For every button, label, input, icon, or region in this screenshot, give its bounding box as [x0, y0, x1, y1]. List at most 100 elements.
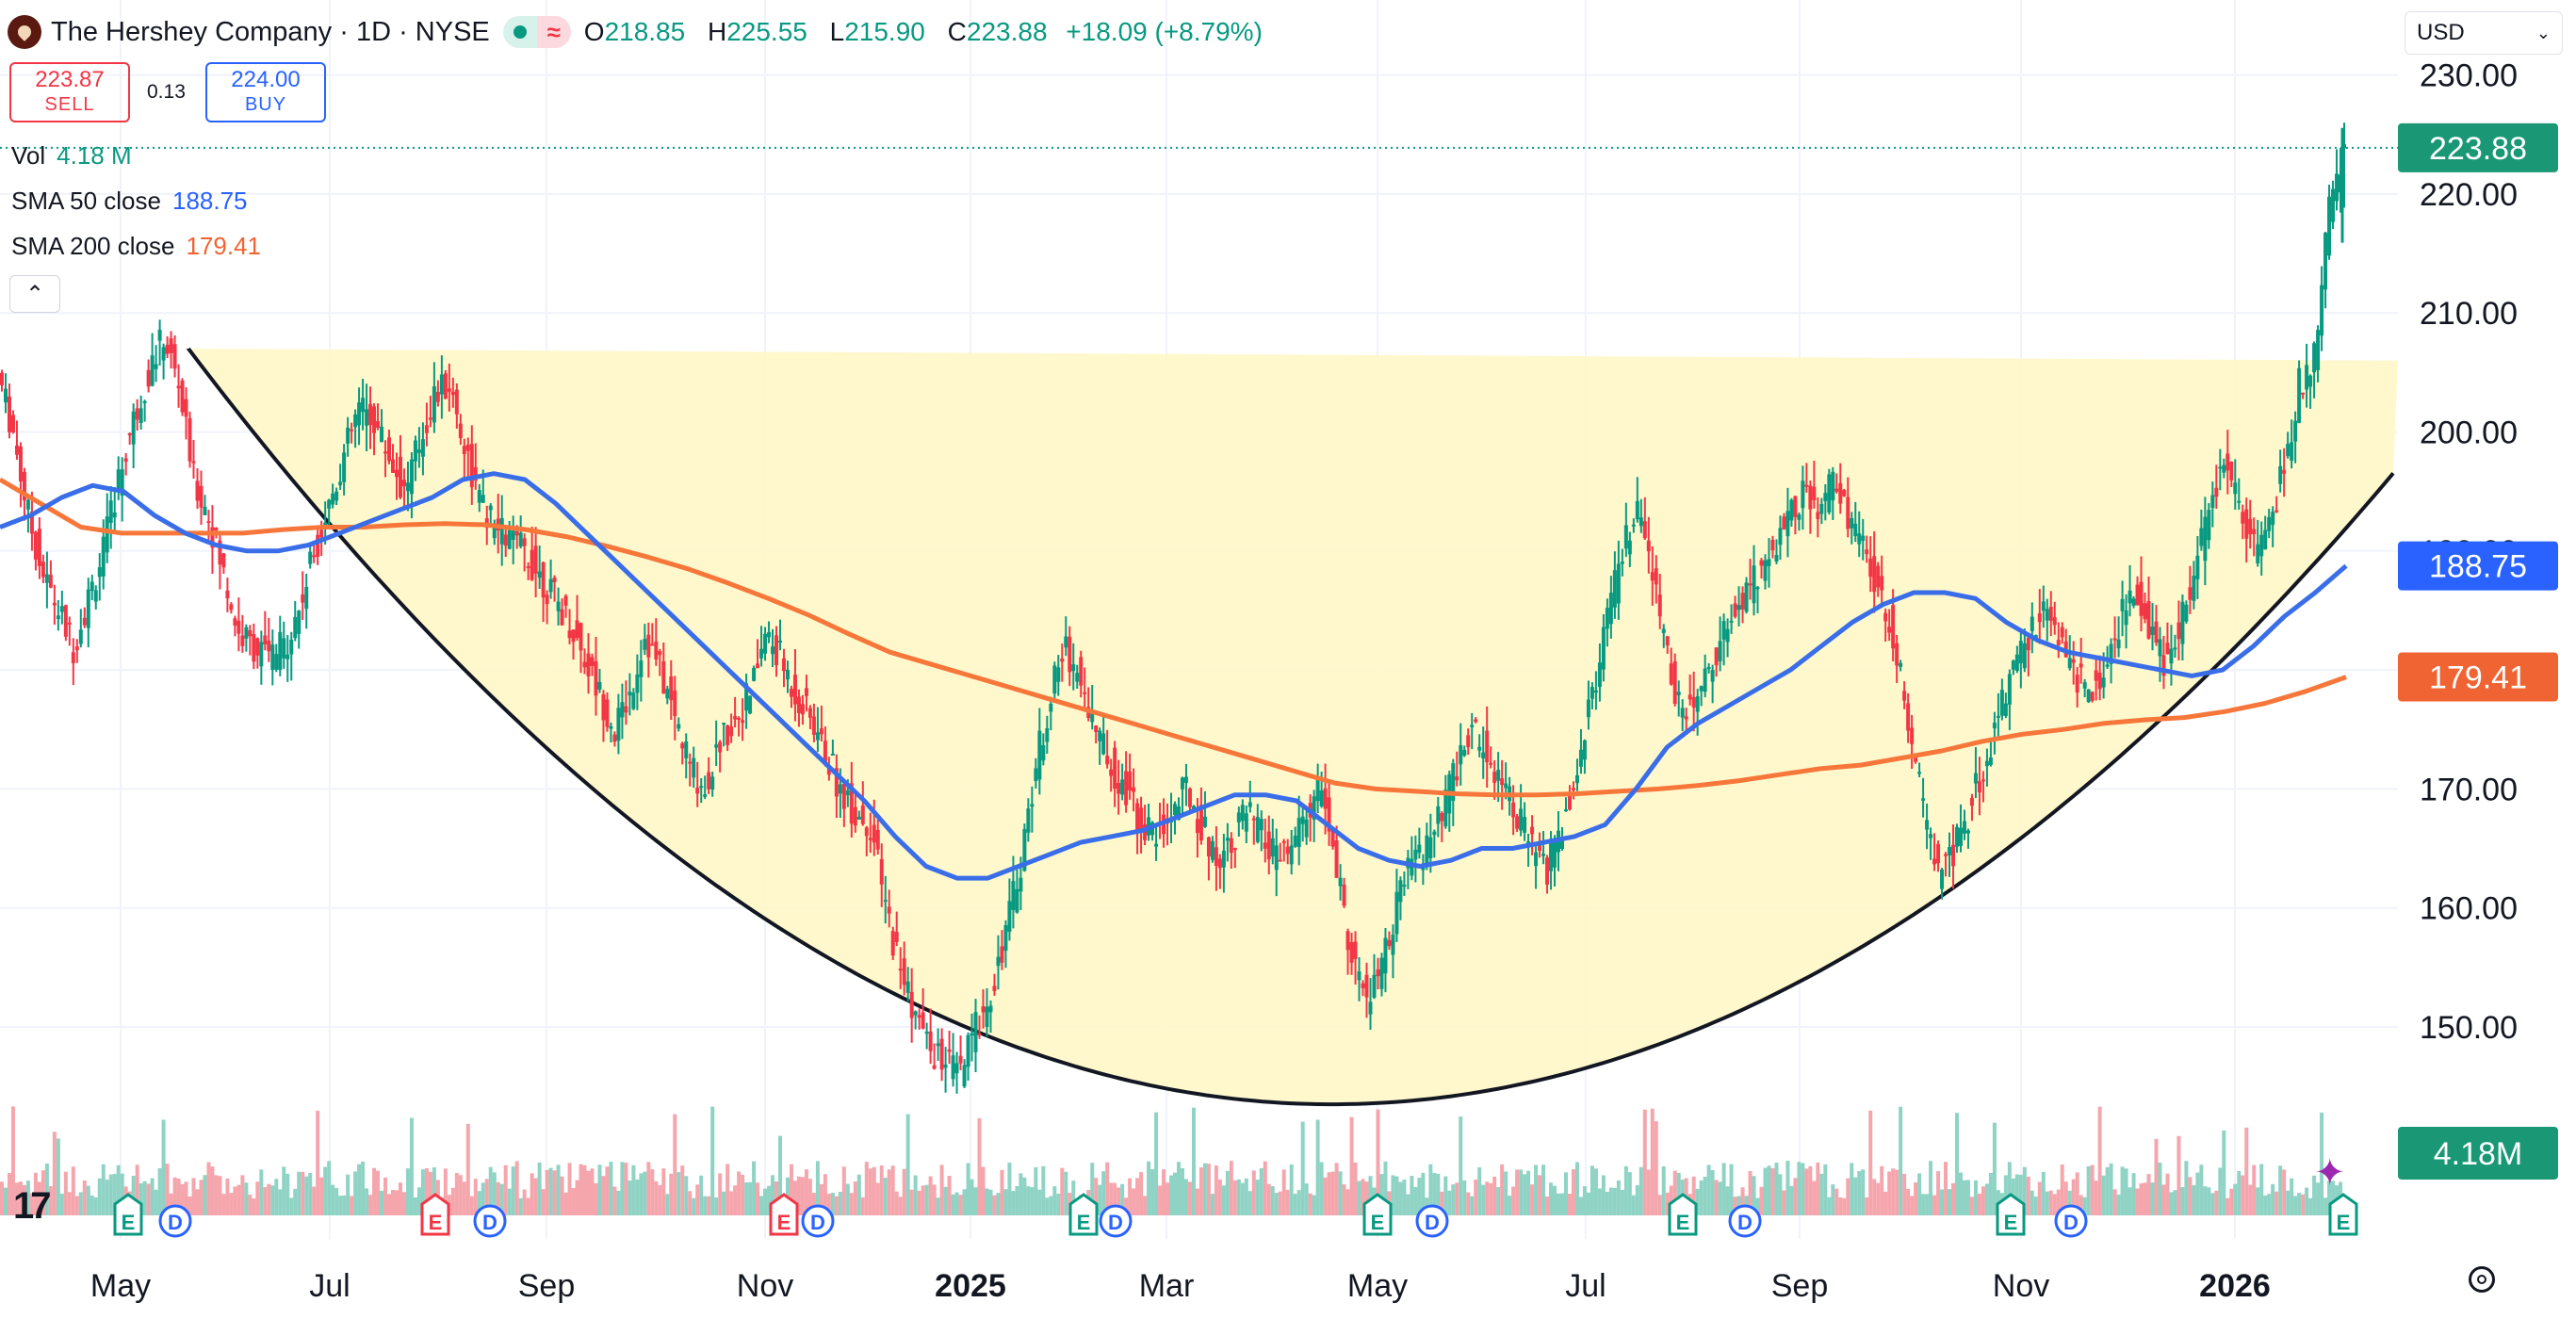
- volume-bar: [966, 1163, 970, 1215]
- volume-bar: [37, 1181, 41, 1215]
- chevron-down-icon: ⌄: [2535, 23, 2551, 42]
- volume-bar: [1853, 1177, 1858, 1215]
- volume-bar: [308, 1173, 313, 1215]
- candle-body: [297, 611, 302, 634]
- candle-body: [752, 667, 757, 681]
- volume-bar: [323, 1166, 328, 1215]
- indicator-volume[interactable]: Vol 4.18 M: [11, 141, 132, 171]
- volume-bar: [834, 1196, 839, 1215]
- candle-body: [1736, 605, 1741, 611]
- volume-bar: [1240, 1182, 1245, 1215]
- candle-body: [1135, 803, 1140, 834]
- buy-button[interactable]: 224.00 BUY: [205, 62, 326, 122]
- candle-body: [1691, 696, 1696, 708]
- indicator-sma50[interactable]: SMA 50 close 188.75: [11, 187, 248, 216]
- volume-bar: [1627, 1172, 1632, 1215]
- volume-bar: [1459, 1116, 1463, 1215]
- spread-value: 0.13: [147, 81, 186, 103]
- candle-body: [82, 617, 87, 626]
- candle-body: [1117, 783, 1121, 794]
- volume-bar: [1101, 1171, 1106, 1215]
- indicator-sma200[interactable]: SMA 200 close 179.41: [11, 232, 261, 261]
- candle-body: [1281, 840, 1286, 843]
- candle-body: [1789, 499, 1794, 521]
- volume-bar: [2033, 1197, 2038, 1215]
- candle-body: [413, 440, 417, 462]
- candle-body: [1627, 540, 1632, 555]
- volume-bar: [2274, 1191, 2279, 1215]
- market-status-pill[interactable]: ≈: [502, 16, 571, 48]
- volume-bar: [796, 1176, 801, 1215]
- volume-bar: [2271, 1183, 2275, 1215]
- candle-body: [2131, 598, 2136, 606]
- sma50-badge: [2398, 541, 2558, 591]
- candle-body: [274, 654, 279, 670]
- volume-bar: [1462, 1180, 1467, 1215]
- volume-bar: [1954, 1113, 1959, 1215]
- candle-body: [1534, 852, 1539, 867]
- candle-body: [1022, 829, 1027, 871]
- volume-bar: [733, 1185, 738, 1215]
- candle-body: [699, 786, 704, 789]
- candle-body: [1654, 568, 1658, 585]
- volume-bar: [477, 1191, 481, 1215]
- volume-bar: [1451, 1184, 1456, 1215]
- candle-body: [1880, 576, 1884, 591]
- candle-body: [1752, 565, 1756, 604]
- volume-bar: [2263, 1195, 2268, 1215]
- tradingview-logo[interactable]: 17: [13, 1185, 51, 1227]
- candle-body: [154, 364, 158, 369]
- volume-bar: [2308, 1197, 2313, 1215]
- dividend-marker: D: [1728, 1204, 1762, 1238]
- volume-bar: [624, 1163, 628, 1215]
- market-open-icon: [502, 16, 537, 48]
- candle-body: [2052, 617, 2057, 626]
- volume-bar: [1113, 1182, 1117, 1215]
- volume-bar: [597, 1164, 602, 1215]
- volume-bar: [635, 1180, 640, 1215]
- volume-bar: [1571, 1169, 1575, 1215]
- candle-body: [856, 816, 861, 820]
- candle-body: [1988, 757, 1993, 765]
- volume-bar: [1109, 1182, 1114, 1215]
- volume-bar: [1695, 1188, 1700, 1215]
- volume-bar: [1198, 1167, 1203, 1215]
- volume-bar: [1045, 1197, 1050, 1215]
- volume-bar: [1895, 1169, 1899, 1215]
- settings-gear-icon[interactable]: [2469, 1266, 2495, 1293]
- candle-body: [52, 602, 57, 606]
- moving-averages: [0, 471, 2348, 881]
- candle-body: [221, 553, 226, 568]
- candle-body: [1944, 854, 1948, 856]
- volume-bar: [2192, 1184, 2196, 1215]
- candle-body: [312, 555, 317, 558]
- volume-bar: [1015, 1185, 1019, 1215]
- candle-body: [1470, 725, 1475, 727]
- volume-bar: [90, 1195, 94, 1215]
- candle-body: [868, 838, 872, 840]
- collapse-indicators-button[interactable]: ⌃: [9, 275, 60, 313]
- sparkle-icon[interactable]: ✦: [2314, 1152, 2346, 1194]
- candle-body: [707, 772, 711, 790]
- candle-body: [1868, 558, 1873, 578]
- candle-body: [1563, 809, 1568, 812]
- volume-bar: [741, 1174, 745, 1215]
- candle-body: [1391, 935, 1395, 955]
- candle-body: [924, 1032, 929, 1034]
- candle-body: [2267, 516, 2272, 531]
- candle-body: [1642, 521, 1647, 539]
- currency-select[interactable]: USD ⌄: [2405, 11, 2563, 55]
- volume-bar: [1838, 1197, 1843, 1215]
- volume-bars: [0, 1106, 2347, 1215]
- candle-body: [293, 616, 298, 639]
- volume-bar: [1345, 1189, 1350, 1215]
- volume-bar: [1263, 1161, 1267, 1215]
- volume-bar: [1868, 1110, 1873, 1215]
- candle-body: [838, 784, 842, 794]
- volume-bar: [398, 1182, 402, 1215]
- symbol-title[interactable]: The Hershey Company · 1D · NYSE: [51, 16, 490, 47]
- sell-button[interactable]: 223.87 SELL: [9, 62, 130, 122]
- candle-body: [41, 562, 45, 578]
- volume-bar: [67, 1192, 72, 1215]
